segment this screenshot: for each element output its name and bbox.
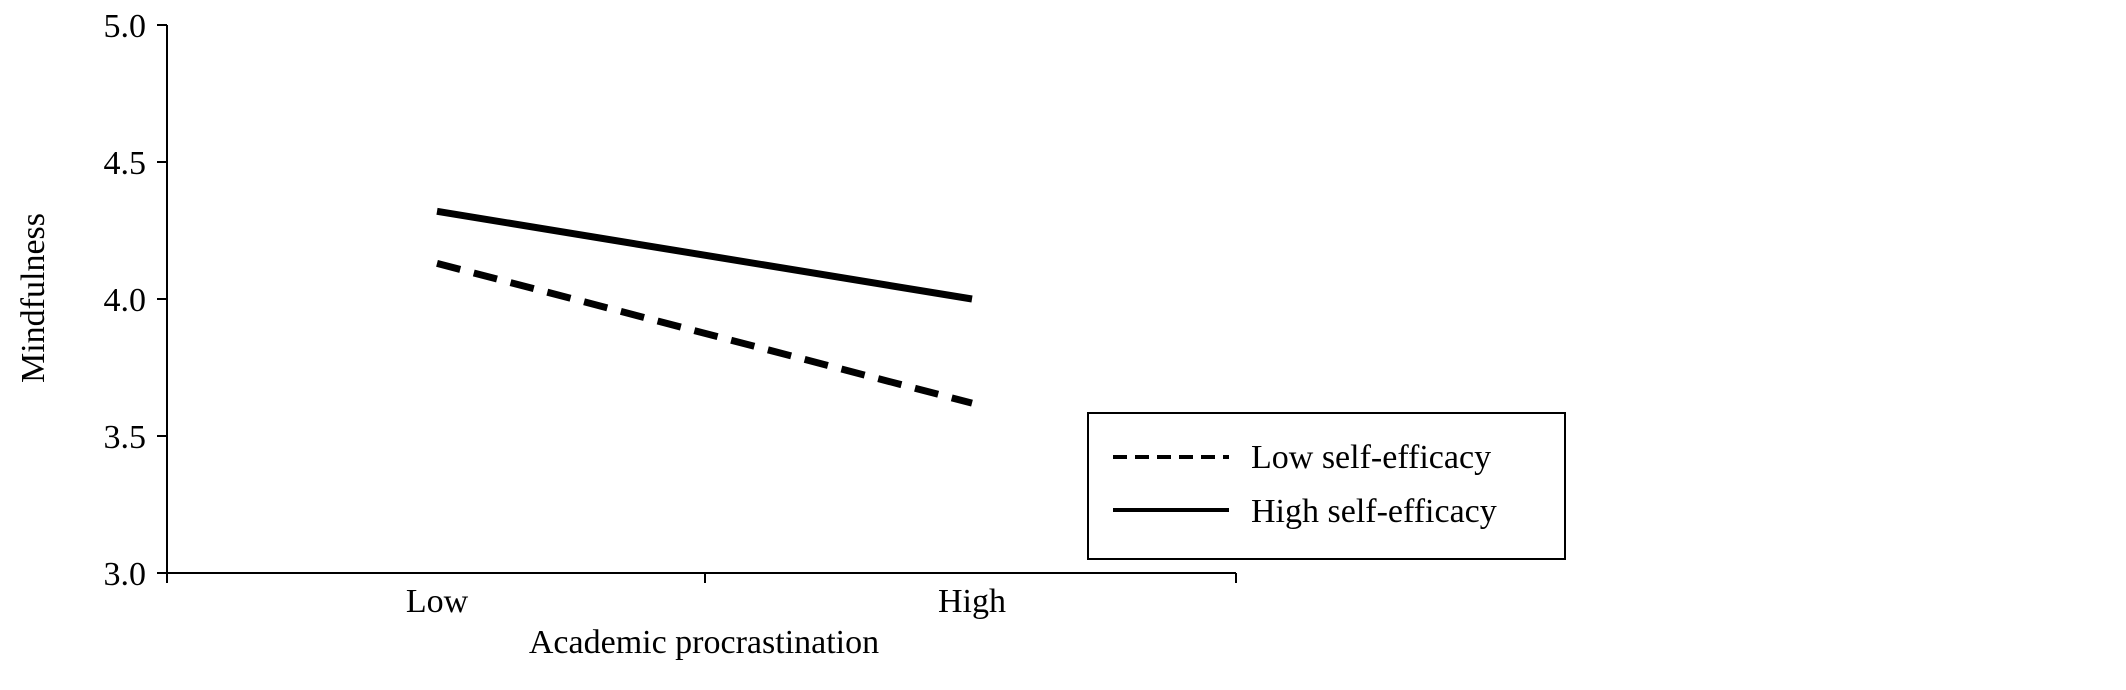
y-tick-label: 4.5: [104, 145, 147, 182]
y-tick-label: 3.0: [104, 556, 147, 593]
series-line-low-self-efficacy: [436, 259, 973, 407]
series-lines: [436, 207, 973, 407]
y-tick-label: 4.0: [104, 282, 147, 319]
legend: Low self-efficacy High self-efficacy: [1087, 412, 1566, 560]
series-line-high-self-efficacy: [436, 207, 973, 303]
x-tick-label: Low: [406, 583, 469, 620]
legend-label-low-self-efficacy: Low self-efficacy: [1251, 439, 1491, 476]
legend-box: [1087, 412, 1566, 560]
y-tick-label: 3.5: [104, 419, 147, 456]
y-tick-label: 5.0: [104, 8, 147, 45]
x-axis-ticks: Low High: [166, 573, 1237, 620]
y-axis-title: Mindfulness: [15, 213, 52, 383]
y-axis-ticks: 3.0 3.5 4.0 4.5 5.0: [104, 8, 167, 593]
legend-label-high-self-efficacy: High self-efficacy: [1251, 493, 1497, 530]
x-axis-title: Academic procrastination: [529, 624, 879, 661]
x-tick-label: High: [938, 583, 1006, 620]
